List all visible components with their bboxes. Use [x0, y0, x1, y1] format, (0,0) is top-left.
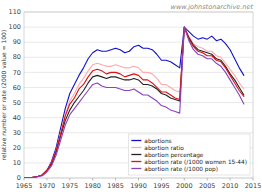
legend-swatch — [131, 161, 141, 162]
legend-swatch — [131, 140, 141, 141]
legend-swatch — [131, 147, 141, 148]
x-tick — [230, 178, 231, 181]
x-tick-label: 1965 — [16, 182, 33, 190]
y-tick-label: 60 — [13, 84, 21, 92]
y-tick-label: 10 — [13, 159, 21, 167]
chart: 0102030405060708090100110196519701975198… — [0, 0, 262, 192]
x-tick — [161, 178, 162, 181]
y-tick-label: 110 — [9, 8, 21, 16]
x-tick-label: 1990 — [130, 182, 147, 190]
y-tick-label: 20 — [13, 144, 21, 152]
x-tick — [24, 178, 25, 181]
x-tick-label: 1985 — [107, 182, 124, 190]
legend-label: abortion rate (/1000 pop) — [144, 166, 218, 173]
y-tick-label: 70 — [13, 69, 21, 77]
x-tick-label: 2000 — [176, 182, 193, 190]
legend-swatch — [131, 168, 141, 169]
legend-label: abortion percentage — [144, 152, 204, 159]
legend-swatch — [131, 154, 141, 155]
x-tick — [253, 178, 254, 181]
x-tick — [92, 178, 93, 181]
y-tick-label: 40 — [13, 114, 21, 122]
y-tick-label: 100 — [9, 23, 21, 31]
y-tick-label: 90 — [13, 38, 21, 46]
y-tick-label: 80 — [13, 53, 21, 61]
x-tick — [184, 178, 185, 181]
x-tick-label: 2005 — [199, 182, 216, 190]
legend: abortionsabortion ratioabortion percenta… — [128, 134, 250, 175]
x-tick-label: 1970 — [39, 182, 56, 190]
x-tick — [207, 178, 208, 181]
x-tick-label: 2010 — [222, 182, 239, 190]
legend-label: abortion rate (/1000 women 15-44) — [144, 159, 247, 165]
legend-frame — [128, 134, 250, 175]
grid-line — [24, 132, 253, 133]
x-tick — [46, 178, 47, 181]
x-tick-label: 1975 — [62, 182, 79, 190]
title: www.johnstonarchive.net — [171, 3, 254, 11]
plot-frame — [24, 12, 253, 178]
x-tick-label: 2015 — [245, 182, 262, 190]
legend-label: abortions — [144, 138, 171, 144]
grid-line — [24, 102, 253, 103]
grid-line — [24, 42, 253, 43]
grid-line — [24, 87, 253, 88]
y-tick-label: 30 — [13, 129, 21, 137]
y-axis-label: relative number or rate (2000 value = 10… — [0, 30, 7, 161]
y-tick-label: 50 — [13, 99, 21, 107]
x-tick — [69, 178, 70, 181]
grid-line — [24, 27, 253, 28]
grid-line — [24, 72, 253, 73]
x-tick — [115, 178, 116, 181]
legend-label: abortion ratio — [144, 145, 184, 151]
x-tick — [138, 178, 139, 181]
grid-line — [24, 117, 253, 118]
x-tick-label: 1995 — [153, 182, 170, 190]
x-tick-label: 1980 — [84, 182, 101, 190]
